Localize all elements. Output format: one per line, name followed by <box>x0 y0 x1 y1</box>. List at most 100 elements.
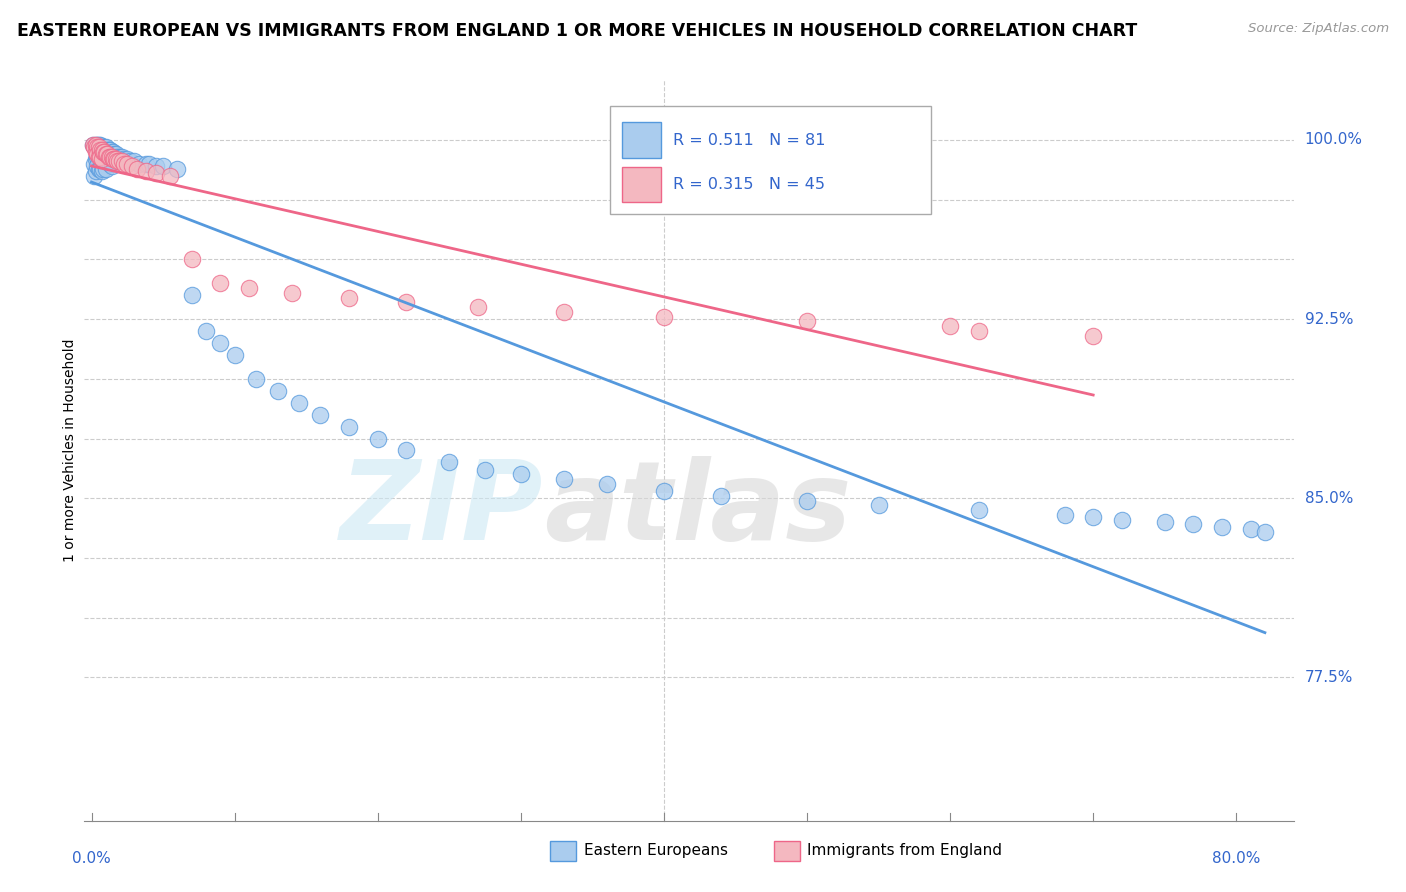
Point <box>138 157 160 171</box>
Point <box>98 150 121 164</box>
Point <box>1111 513 1133 527</box>
Point <box>1254 524 1277 539</box>
Point <box>509 467 531 482</box>
Point <box>86 140 108 154</box>
Point <box>104 147 127 161</box>
FancyBboxPatch shape <box>623 167 661 202</box>
Point <box>652 484 675 499</box>
Point <box>94 161 117 176</box>
Point <box>337 419 360 434</box>
Point <box>101 145 124 159</box>
Text: 92.5%: 92.5% <box>1305 311 1353 326</box>
FancyBboxPatch shape <box>773 840 800 862</box>
Point <box>1182 517 1205 532</box>
Point <box>91 150 114 164</box>
Point <box>93 140 115 154</box>
Point <box>89 161 111 176</box>
Point <box>104 152 127 166</box>
Point <box>195 324 218 338</box>
Point <box>90 140 112 154</box>
FancyBboxPatch shape <box>550 840 576 862</box>
Point <box>145 159 167 173</box>
Point <box>288 395 311 409</box>
Text: R = 0.511   N = 81: R = 0.511 N = 81 <box>673 133 825 148</box>
Point <box>107 154 129 169</box>
Point <box>127 161 149 176</box>
Point <box>98 143 121 157</box>
Point <box>103 152 125 166</box>
Text: ZIP: ZIP <box>340 456 544 563</box>
Point <box>553 472 575 486</box>
Point <box>939 319 962 334</box>
Point <box>94 150 117 164</box>
Point <box>108 150 131 164</box>
Point <box>107 152 129 166</box>
Point <box>1083 328 1105 343</box>
Point <box>84 164 107 178</box>
Point <box>180 288 202 302</box>
Point <box>112 157 135 171</box>
FancyBboxPatch shape <box>610 106 931 213</box>
Point <box>1153 515 1175 529</box>
Point <box>97 143 120 157</box>
Point <box>128 157 150 171</box>
Point <box>84 137 107 152</box>
Point <box>1211 520 1233 534</box>
Point <box>105 150 128 164</box>
Point <box>86 150 108 164</box>
Point <box>180 252 202 267</box>
Text: R = 0.315   N = 45: R = 0.315 N = 45 <box>673 178 825 192</box>
Point <box>367 432 389 446</box>
Text: Eastern Europeans: Eastern Europeans <box>583 844 728 858</box>
Point <box>82 137 104 152</box>
Point <box>91 140 114 154</box>
Point <box>117 157 139 171</box>
Point <box>83 140 105 154</box>
Point <box>166 161 188 176</box>
Point <box>87 150 110 164</box>
Point <box>209 336 232 351</box>
Point <box>309 408 332 422</box>
Point <box>84 145 107 159</box>
FancyBboxPatch shape <box>623 122 661 158</box>
Point <box>1239 522 1261 536</box>
Point <box>98 157 121 171</box>
Y-axis label: 1 or more Vehicles in Household: 1 or more Vehicles in Household <box>63 339 77 562</box>
Point <box>868 499 890 513</box>
Point <box>90 143 112 157</box>
Point <box>111 152 134 166</box>
Text: EASTERN EUROPEAN VS IMMIGRANTS FROM ENGLAND 1 OR MORE VEHICLES IN HOUSEHOLD CORR: EASTERN EUROPEAN VS IMMIGRANTS FROM ENGL… <box>17 22 1137 40</box>
Point <box>105 154 128 169</box>
Text: 77.5%: 77.5% <box>1305 670 1353 685</box>
Point <box>439 455 461 469</box>
Point <box>86 147 108 161</box>
Point <box>238 281 260 295</box>
Point <box>474 462 496 476</box>
Point <box>86 159 108 173</box>
Point <box>152 159 174 173</box>
Point <box>281 285 304 300</box>
Point <box>100 145 122 159</box>
Point <box>117 152 139 166</box>
Text: 80.0%: 80.0% <box>1212 851 1260 866</box>
Point <box>93 152 115 166</box>
Point <box>796 314 818 328</box>
Point <box>796 493 818 508</box>
Point <box>83 169 105 183</box>
Point <box>224 348 246 362</box>
Point <box>337 291 360 305</box>
Point <box>266 384 288 398</box>
Point <box>87 161 110 176</box>
Point <box>96 143 118 157</box>
Text: Source: ZipAtlas.com: Source: ZipAtlas.com <box>1249 22 1389 36</box>
Point <box>967 503 990 517</box>
Point <box>395 443 418 458</box>
Point <box>82 137 104 152</box>
Point <box>110 154 132 169</box>
Point <box>94 147 117 161</box>
Point <box>209 277 232 291</box>
Text: Immigrants from England: Immigrants from England <box>807 844 1002 858</box>
Point <box>97 150 120 164</box>
Point <box>110 150 132 164</box>
Point <box>87 147 110 161</box>
